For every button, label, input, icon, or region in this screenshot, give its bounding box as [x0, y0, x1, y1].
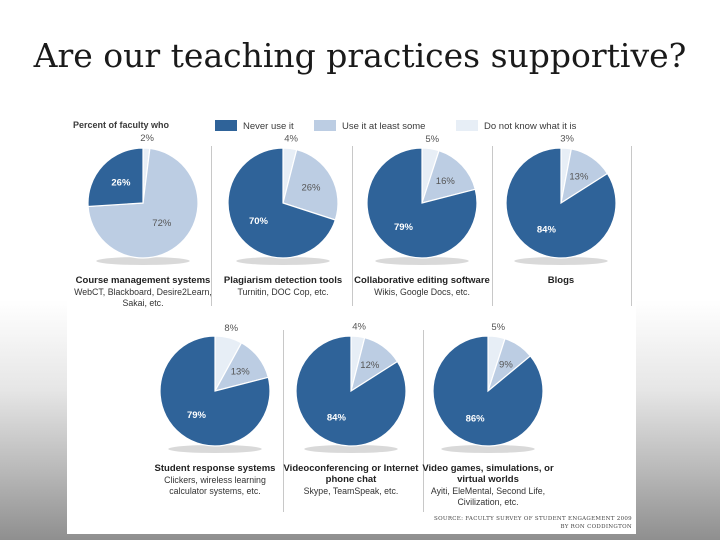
pie-collaborative-editing: 5% 16% 79% [366, 134, 478, 265]
slice-never [295, 335, 407, 447]
slice-never [505, 147, 617, 259]
data-label-never: 26% [111, 177, 131, 188]
legend-label-never: Never use it [243, 121, 294, 132]
caption-student-response: Student response systems Clickers, wirele… [145, 463, 285, 497]
data-label-unknown: 4% [352, 322, 366, 333]
data-label-unknown: 5% [425, 134, 439, 145]
pie-subtitle: Turnitin, DOC Cop, etc. [237, 287, 329, 297]
pie-chart-figure: Percent of faculty who Never use it Use … [67, 112, 636, 534]
pie-title: Student response systems [154, 463, 276, 474]
pie-blogs: 3% 13% 84% [505, 133, 617, 265]
pie-shadow [441, 445, 535, 453]
pie-course-management: 2% 72% 26% [87, 133, 199, 265]
legend-swatch-never [215, 120, 237, 131]
data-label-unknown: 2% [140, 133, 154, 144]
pie-shadow [236, 257, 330, 265]
slice-never [87, 147, 144, 208]
caption-videoconferencing: Videoconferencing or Internet phone chat… [281, 463, 421, 497]
divider [283, 330, 284, 512]
data-label-use: 12% [360, 360, 380, 371]
legend-swatch-use [314, 120, 336, 131]
caption-blogs: Blogs [491, 275, 631, 286]
pie-title: Plagiarism detection tools [223, 275, 343, 286]
legend-swatch-unknown [456, 120, 478, 131]
divider [423, 330, 424, 512]
divider [492, 146, 493, 306]
caption-course-management: Course management systems WebCT, Blackboa… [73, 275, 213, 309]
data-label-unknown: 4% [284, 134, 298, 145]
data-label-never: 79% [187, 410, 207, 421]
pie-title: Blogs [547, 275, 575, 286]
divider [211, 146, 212, 306]
slice-use [421, 149, 477, 204]
data-label-use: 13% [569, 172, 589, 183]
data-label-unknown: 8% [224, 323, 238, 334]
slice-use [282, 148, 339, 221]
slice-never [159, 335, 271, 447]
pie-title: Video games, simulations, or virtual wor… [422, 463, 554, 485]
pie-shadow [168, 445, 262, 453]
pie-shadow [514, 257, 608, 265]
caption-collaborative-editing: Collaborative editing software Wikis, Goo… [352, 275, 492, 298]
source-line: SOURCE: FACULTY SURVEY OF STUDENT ENGAGE… [434, 516, 632, 522]
pie-shadow [96, 257, 190, 265]
slice-never [432, 335, 544, 447]
pie-title: Course management systems [75, 275, 211, 286]
legend-label-use: Use it at least some [342, 121, 426, 132]
divider [352, 146, 353, 306]
data-label-never: 70% [249, 216, 269, 227]
pie-student-response: 8% 13% 79% [159, 323, 271, 453]
data-label-never: 84% [327, 413, 347, 424]
slice-never [366, 147, 478, 259]
data-label-use: 26% [301, 183, 321, 194]
pie-subtitle: Wikis, Google Docs, etc. [374, 287, 470, 297]
pie-title: Collaborative editing software [354, 275, 490, 286]
pie-subtitle: WebCT, Blackboard, Desire2Learn, Sakai, … [74, 287, 212, 308]
data-label-use: 16% [436, 176, 456, 187]
data-label-use: 9% [499, 360, 513, 371]
data-label-never: 84% [537, 225, 557, 236]
pie-video-games: 5% 9% 86% [432, 322, 544, 453]
data-label-never: 86% [466, 413, 486, 424]
divider [631, 146, 632, 306]
legend-label-unknown: Do not know what it is [484, 121, 577, 132]
source-note: SOURCE: FACULTY SURVEY OF STUDENT ENGAGE… [434, 515, 632, 531]
slice-never [227, 147, 337, 259]
pie-subtitle: Clickers, wireless learning calculator s… [164, 475, 266, 496]
data-label-never: 79% [394, 222, 414, 233]
pie-plagiarism-detection: 4% 26% 70% [227, 134, 339, 265]
legend-item-unknown: Do not know what it is [456, 120, 576, 132]
legend-item-never: Never use it [215, 120, 294, 132]
caption-plagiarism-detection: Plagiarism detection tools Turnitin, DOC … [213, 275, 353, 298]
pie-shadow [375, 257, 469, 265]
pie-title: Videoconferencing or Internet phone chat [283, 463, 419, 485]
caption-video-games: Video games, simulations, or virtual wor… [418, 463, 558, 508]
source-author: BY RON CODDINGTON [560, 524, 632, 530]
data-label-use: 72% [152, 218, 172, 229]
pie-shadow [304, 445, 398, 453]
data-label-unknown: 5% [491, 322, 505, 333]
data-label-unknown: 3% [560, 133, 574, 144]
pie-videoconferencing: 4% 12% 84% [295, 322, 407, 453]
legend-item-use: Use it at least some [314, 120, 425, 132]
slide-title: Are our teaching practices supportive? [33, 36, 687, 75]
legend-lead: Percent of faculty who [73, 120, 170, 130]
pie-subtitle: Ayiti, EleMental, Second Life, Civilizat… [430, 486, 546, 507]
pie-subtitle: Skype, TeamSpeak, etc. [303, 486, 399, 496]
data-label-use: 13% [231, 366, 251, 377]
